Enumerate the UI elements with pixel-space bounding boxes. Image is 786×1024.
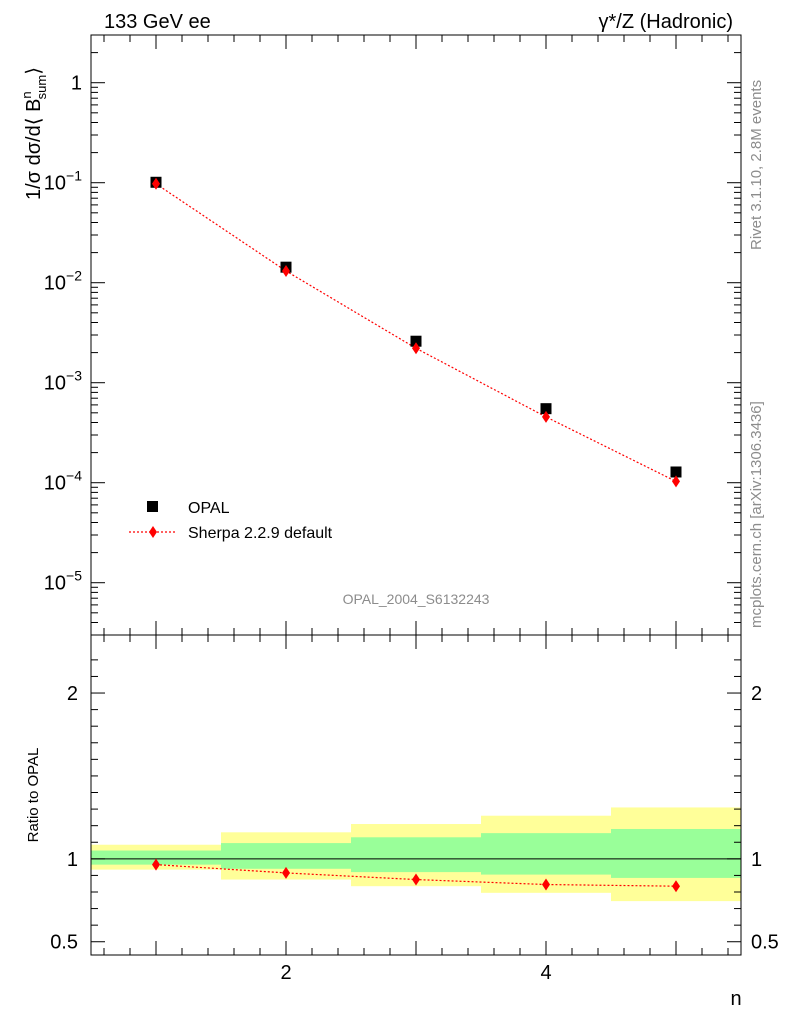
main-y-tick-label: 10−4 [44,468,82,495]
x-axis-label: n [730,988,741,1010]
legend-sherpa-marker [149,526,157,538]
green-band-bin-2 [221,843,351,869]
main-y-tick-label: 10−5 [44,568,82,595]
tick-base: 10 [44,473,66,495]
sherpa-main-point [412,342,420,355]
legend-opal-marker [147,501,158,512]
ratio-y-label: Ratio to OPAL [25,748,42,843]
opal-data-point [670,466,682,478]
sherpa-main-point [282,264,290,277]
tick-base: 10 [44,573,66,595]
opal-data-point [540,403,552,415]
sherpa-ratio-point [672,880,680,893]
y-label-superscript: n [19,91,34,98]
y-label-main-text: 1/σ dσ/d⟨ B [23,99,45,200]
main-series [150,176,682,488]
ratio-y-tick-label-left: 2 [67,683,78,705]
y-label-subscript: sum [34,75,49,100]
ratio-y-tick-label-right: 1 [751,849,762,871]
sherpa-ratio-point [542,878,550,891]
x-tick-label: 4 [540,962,551,984]
tick-exponent: −2 [66,268,82,284]
tick-base: 10 [44,173,66,195]
x-tick-label: 2 [280,962,291,984]
green-band-bin-3 [351,837,481,873]
ratio-y-tick-label-left: 0.5 [50,932,78,954]
header-left: 133 GeV ee [104,11,211,33]
tick-exponent: −5 [66,568,82,584]
tick-base: 10 [44,373,66,395]
sherpa-ratio-point [152,858,160,871]
sherpa-main-point [542,410,550,423]
main-y-label: 1/σ dσ/d⟨ Bnsum⟩ [19,67,49,200]
watermark: OPAL_2004_S6132243 [343,591,490,607]
sherpa-ratio-point [282,866,290,879]
ratio-series [152,858,680,893]
green-band-bin-1 [91,850,221,865]
main-y-tick-label: 1 [71,73,82,95]
green-band-bin-5 [611,828,741,878]
green-band-bin-4 [481,833,611,875]
legend-sherpa-label: Sherpa 2.2.9 default [188,525,333,542]
tick-exponent: −4 [66,468,82,484]
axis-tick-labels: 110−110−210−310−410−50.5 0.51 12 22 4 [44,73,779,984]
legend: OPAL Sherpa 2.2.9 default [129,500,333,542]
opal-data-point [410,335,422,347]
sherpa-main-point [672,475,680,488]
ratio-plot-frame [90,634,742,956]
ratio-y-tick-label-right: 2 [751,683,762,705]
main-y-tick-label: 10−3 [44,368,82,395]
mcplots-label: mcplots.cern.ch [arXiv:1306.3436] [748,401,765,628]
sherpa-main-line [155,183,677,482]
ratio-uncertainty-bands [91,807,741,902]
main-plot-frame [90,34,742,636]
axis-ticks [91,34,741,955]
legend-opal-label: OPAL [188,500,230,517]
tick-exponent: −1 [66,168,82,184]
header-right: γ*/Z (Hadronic) [599,11,733,33]
sherpa-main-point [152,177,160,190]
main-y-tick-label: 10−2 [44,268,82,295]
tick-base: 10 [44,273,66,295]
rivet-label: Rivet 3.1.10, 2.8M events [748,80,765,250]
ratio-y-tick-label-right: 0.5 [751,932,779,954]
main-y-tick-label: 10−1 [44,168,82,195]
ratio-y-tick-label-left: 1 [67,849,78,871]
y-label-bracket: ⟩ [23,67,45,75]
tick-exponent: −3 [66,368,82,384]
sherpa-ratio-point [412,873,420,886]
